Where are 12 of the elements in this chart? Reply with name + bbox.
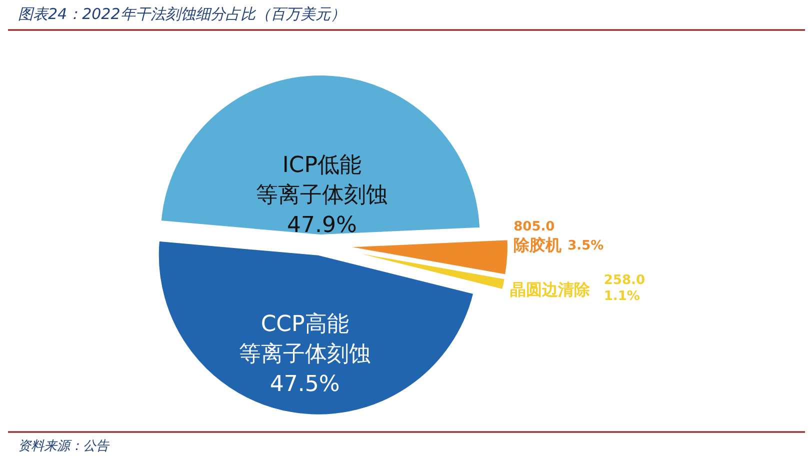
data-label: 1.1% xyxy=(604,289,640,304)
data-label: 3.5% xyxy=(568,238,604,254)
text: 258.0 xyxy=(604,273,646,288)
slice-label: 除胶机 xyxy=(514,235,562,254)
chart-title: 图表24：2022年干法刻蚀细分占比（百万美元） xyxy=(18,5,346,23)
data-label: 47.5% xyxy=(270,372,340,397)
slice-label: ICP低能等离子体刻蚀 xyxy=(256,153,388,208)
text: 资料来源：公告 xyxy=(18,439,110,454)
slice-label: 晶圆边清除 xyxy=(510,280,591,300)
slice-label: CCP高能等离子体刻蚀 xyxy=(238,312,371,367)
text: 805.0 xyxy=(514,219,555,234)
data-label: 47.9% xyxy=(287,213,357,238)
